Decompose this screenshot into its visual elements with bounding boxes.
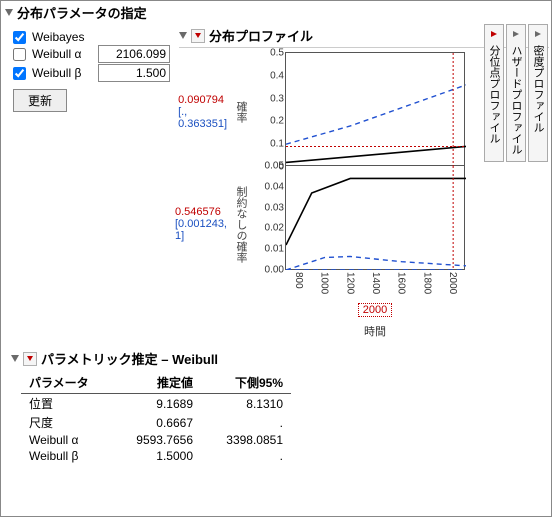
profile-title: 分布プロファイル — [209, 26, 313, 45]
weibull-alpha-checkbox[interactable] — [13, 48, 26, 61]
top-ylabel: 確率 — [233, 101, 249, 123]
table-row: Weibull α9593.76563398.0851 — [21, 432, 291, 448]
weibull-beta-label: Weibull β — [32, 66, 94, 80]
side-tab-density[interactable]: 密度プロファイル — [528, 24, 548, 162]
disclosure-icon[interactable] — [179, 32, 187, 39]
table-header: パラメータ — [21, 372, 111, 394]
top-anno-interval: [., 0.363351] — [178, 106, 227, 130]
parameter-inputs: Weibayes Weibull α Weibull β 更新 — [1, 24, 179, 118]
top-anno-value: 0.090794 — [178, 94, 227, 106]
table-header: 下側95% — [201, 372, 291, 394]
weibull-beta-checkbox[interactable] — [13, 67, 26, 80]
bottom-chart: 0.000.010.020.030.040.05 — [285, 166, 465, 270]
top-chart: 00.10.20.30.40.5 — [285, 52, 465, 166]
bot-anno-value: 0.546576 — [175, 206, 227, 218]
update-button[interactable]: 更新 — [13, 89, 67, 112]
table-header: 推定値 — [111, 372, 201, 394]
param-section-header: パラメトリック推定 – Weibull — [7, 347, 545, 370]
table-row: 位置9.16898.1310 — [21, 394, 291, 414]
side-tab-quantile[interactable]: 分位点プロファイル — [484, 24, 504, 162]
weibayes-label: Weibayes — [32, 30, 94, 44]
weibayes-checkbox[interactable] — [13, 31, 26, 44]
x-ticks: 800100012001400160018002000 — [285, 270, 465, 300]
table-row: 尺度0.6667. — [21, 413, 291, 432]
disclosure-icon — [513, 31, 519, 37]
table-row: Weibull β1.5000. — [21, 448, 291, 464]
x-axis-title: 時間 — [285, 323, 465, 339]
weibull-alpha-label: Weibull α — [32, 47, 94, 61]
bot-ylabel: 制約なしの確率 — [233, 186, 249, 263]
menu-icon[interactable] — [191, 29, 205, 43]
disclosure-icon[interactable] — [11, 355, 19, 362]
x-current-value[interactable]: 2000 — [358, 303, 392, 317]
alpha-input[interactable] — [98, 45, 170, 63]
disclosure-icon — [535, 31, 541, 37]
parameter-table: パラメータ推定値下側95% 位置9.16898.1310尺度0.6667.Wei… — [21, 372, 291, 464]
param-section-title: パラメトリック推定 – Weibull — [41, 349, 218, 368]
disclosure-icon[interactable] — [5, 9, 13, 16]
beta-input[interactable] — [98, 64, 170, 82]
bot-anno-interval: [0.001243, 1] — [175, 218, 227, 242]
panel-title: 分布パラメータの指定 — [1, 1, 551, 24]
side-tab-hazard[interactable]: ハザードプロファイル — [506, 24, 526, 162]
profile-side-tabs: 分位点プロファイル ハザードプロファイル 密度プロファイル — [484, 24, 548, 162]
panel-title-text: 分布パラメータの指定 — [17, 3, 147, 22]
disclosure-icon — [491, 31, 497, 37]
menu-icon[interactable] — [23, 352, 37, 366]
